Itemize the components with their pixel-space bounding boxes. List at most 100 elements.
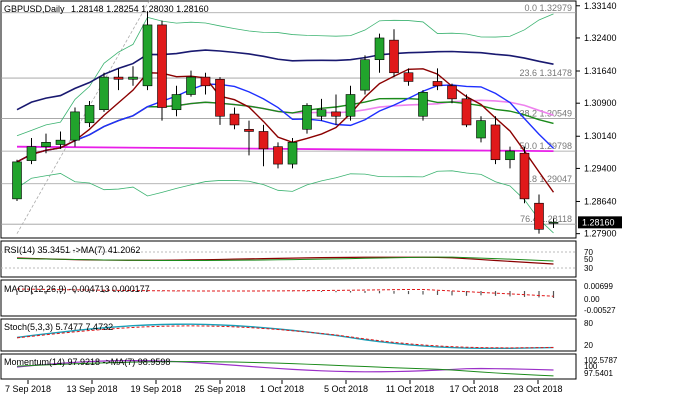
macd-tick-label: 0.00: [584, 295, 600, 304]
candle-body: [99, 76, 109, 111]
fib-level-label: 0.0 1.32979: [524, 3, 572, 13]
price-tick-label: 1.33140: [584, 1, 617, 11]
candle-body: [200, 76, 211, 87]
candle-body: [548, 222, 559, 224]
candle-body: [12, 161, 22, 200]
candle-body: [374, 37, 385, 61]
candle-body: [461, 98, 472, 126]
time-tick-label: 1 Oct 2018: [260, 384, 304, 394]
price-axis: [577, 0, 700, 400]
candle-body: [70, 111, 80, 141]
candle-body: [41, 142, 51, 147]
candle-body: [258, 131, 269, 150]
price-tick-label: 1.30900: [584, 98, 617, 108]
macd-tick-label: -0.00527: [584, 306, 616, 315]
momentum-line: [16, 359, 554, 373]
symbol-label: GBPUSD,Daily: [4, 4, 65, 14]
fib-level-label: 76.4 1.28118: [520, 214, 572, 224]
candle-body: [432, 81, 443, 87]
candle-body: [447, 85, 457, 100]
candle-body: [273, 146, 283, 165]
momentum-ma-line: [16, 361, 554, 377]
candle-body: [142, 24, 153, 87]
candle-body: [534, 202, 544, 230]
candle-body: [490, 124, 501, 161]
momentum-tick-label: 102.5787: [584, 356, 618, 365]
macd-label: MACD(12,26,9) -0.004713 0.000177: [4, 284, 150, 294]
time-tick-label: 23 Oct 2018: [513, 384, 562, 394]
price-tick-label: 1.31640: [584, 66, 617, 76]
momentum-tick-label: 97.5401: [584, 369, 613, 378]
candle-body: [186, 76, 196, 95]
ma-200-line: [16, 145, 554, 153]
bollinger-lower-line: [16, 170, 554, 234]
momentum-tick-label: 100: [584, 362, 598, 371]
ma-55-line: [16, 49, 554, 111]
macd-tick-label: 0.00699: [584, 282, 613, 291]
candle-body: [360, 59, 370, 91]
stoch-main-line: [16, 323, 554, 350]
candle-body: [244, 128, 254, 132]
candle-body: [389, 39, 399, 74]
ohlc-values: 1.28148 1.28254 1.28030 1.28160: [71, 4, 209, 14]
macd-pane[interactable]: [0, 279, 577, 317]
ma-10-line: [16, 83, 554, 163]
stoch-label: Stoch(5,3,3) 5.7477 7.4732: [4, 322, 114, 332]
candle-body: [418, 92, 428, 117]
time-tick-label: 17 Oct 2018: [449, 384, 498, 394]
price-tick-label: 1.30140: [584, 131, 617, 141]
candle-body: [171, 94, 182, 111]
momentum-label: Momentum(14) 97.9218 ->MA(7) 98.9598: [4, 357, 171, 367]
candle-body: [26, 146, 37, 161]
macd-signal-line: [16, 288, 554, 297]
current-price-label: 1.28160: [582, 217, 615, 227]
time-tick-label: 25 Sep 2018: [194, 384, 245, 394]
candle-body: [55, 139, 66, 145]
current-price-badge: [578, 216, 622, 229]
ma-5-line: [16, 68, 555, 193]
price-pane[interactable]: [0, 0, 577, 239]
bollinger-upper-line: [16, 13, 554, 137]
candle-body: [505, 150, 515, 161]
rsi-label: RSI(14) 35.3451 ->MA(7) 41.2062: [4, 245, 141, 255]
time-tick-label: 19 Sep 2018: [130, 384, 181, 394]
price-tick-label: 1.32400: [584, 33, 617, 43]
candle-body: [215, 78, 225, 117]
time-tick-label: 7 Sep 2018: [5, 384, 51, 394]
price-tick-label: 1.27900: [584, 229, 617, 239]
fib-level-label: 23.6 1.31478: [519, 68, 572, 78]
time-tick-label: 5 Oct 2018: [324, 384, 368, 394]
price-tick-label: 1.29400: [584, 163, 617, 173]
rsi-pane[interactable]: [0, 240, 577, 278]
candle-body: [84, 105, 95, 124]
time-axis: [0, 380, 700, 400]
fib-level-label: 50.0 1.29798: [519, 141, 572, 151]
rsi-tick-label: 50: [584, 255, 593, 264]
candle-body: [302, 105, 312, 130]
chart-header: GBPUSD,Daily 1.28148 1.28254 1.28030 1.2…: [4, 4, 209, 14]
candle-body: [157, 24, 167, 108]
price-tick-label: 1.28640: [584, 196, 617, 206]
rsi-ma-line: [16, 256, 554, 262]
momentum-pane[interactable]: [0, 353, 577, 380]
candle-body: [331, 111, 341, 117]
rsi-tick-label: 30: [584, 264, 593, 273]
time-tick-label: 11 Oct 2018: [386, 384, 434, 394]
candle-body: [128, 76, 138, 80]
candle-body: [403, 72, 414, 82]
candle-body: [229, 113, 240, 126]
candle-body: [287, 142, 298, 165]
ma-30-line: [16, 99, 554, 163]
stoch-tick-label: 20: [584, 341, 593, 350]
candle-body: [113, 76, 124, 80]
stoch-pane[interactable]: [0, 318, 577, 352]
time-tick-label: 13 Sep 2018: [66, 384, 117, 394]
stoch-tick-label: 80: [584, 319, 593, 328]
candle-body: [345, 94, 356, 117]
fib-level-label: 61.8 1.29047: [519, 174, 572, 184]
candle-body: [316, 109, 327, 117]
candle-body: [476, 120, 486, 139]
rsi-tick-label: 70: [584, 248, 593, 257]
